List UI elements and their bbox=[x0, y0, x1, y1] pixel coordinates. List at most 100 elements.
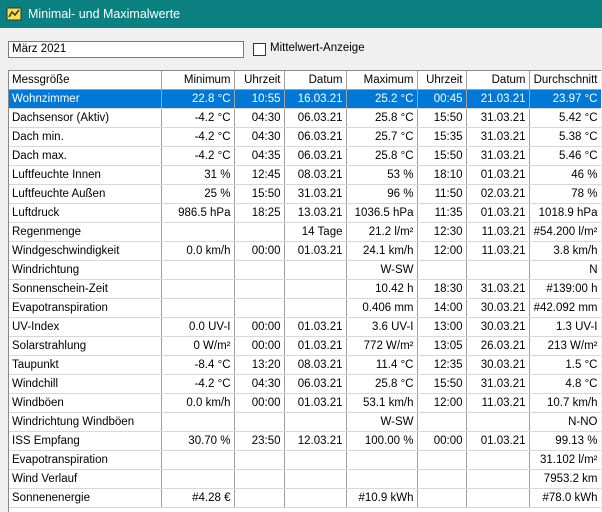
table-row[interactable]: ISS Empfang 30.70 % 23:50 12.03.21 100.00 % 0… bbox=[9, 431, 601, 451]
empty-cell bbox=[284, 298, 347, 318]
table-row[interactable]: Solarstrahlung 0 W/m² 00:00 01.03.21 772 W/m… bbox=[9, 336, 601, 356]
cell: 25 % bbox=[161, 184, 235, 204]
row-label: Luftfeuchte Innen bbox=[9, 165, 162, 185]
column-header[interactable]: Maximum bbox=[346, 71, 418, 90]
cell: #78.0 kWh bbox=[529, 488, 601, 508]
cell: 53.1 km/h bbox=[346, 393, 418, 413]
table-row[interactable]: Dach min. -4.2 °C 04:30 06.03.21 25.7 °C 15:3… bbox=[9, 127, 601, 147]
column-header[interactable]: Uhrzeit bbox=[417, 71, 467, 90]
column-header[interactable]: Uhrzeit bbox=[234, 71, 285, 90]
column-header[interactable]: Messgröße bbox=[9, 71, 162, 90]
column-header[interactable]: Minimum bbox=[161, 71, 235, 90]
cell: 0 W/m² bbox=[161, 336, 235, 356]
cell: 21.03.21 bbox=[466, 89, 530, 109]
cell: 25.8 °C bbox=[346, 146, 418, 166]
empty-cell bbox=[346, 469, 418, 489]
empty-cell bbox=[466, 260, 530, 280]
cell: 26.03.21 bbox=[466, 336, 530, 356]
table-row[interactable]: Windgeschwindigkeit 0.0 km/h 00:00 01.03.21… bbox=[9, 241, 601, 261]
table-row[interactable]: Regenmenge 14 Tage 21.2 l/m² 12:30 11.03.21 #… bbox=[9, 222, 601, 242]
table-row[interactable]: Windchill -4.2 °C 04:30 06.03.21 25.8 °C 15:5… bbox=[9, 374, 601, 394]
column-header[interactable]: Datum bbox=[284, 71, 347, 90]
table-row[interactable]: UV-Index 0.0 UV-I 00:00 01.03.21 3.6 UV-I 13:… bbox=[9, 317, 601, 337]
table-row[interactable]: Windrichtung Windböen W-SW N-NO bbox=[9, 412, 601, 432]
empty-cell bbox=[234, 412, 285, 432]
checkbox-label: Mittelwert-Anzeige bbox=[270, 42, 365, 54]
cell: 23.97 °C bbox=[529, 89, 601, 109]
cell: 30.70 % bbox=[161, 431, 235, 451]
table-row[interactable]: Luftfeuchte Außen 25 % 15:50 31.03.21 96 % 11… bbox=[9, 184, 601, 204]
cell: 15:50 bbox=[417, 108, 467, 128]
cell: 01.03.21 bbox=[466, 203, 530, 223]
cell: 96 % bbox=[346, 184, 418, 204]
cell: 24.1 km/h bbox=[346, 241, 418, 261]
cell: 16.03.21 bbox=[284, 89, 347, 109]
cell: 53 % bbox=[346, 165, 418, 185]
empty-cell bbox=[234, 279, 285, 299]
table-row[interactable]: Windböen 0.0 km/h 00:00 01.03.21 53.1 km/h 12… bbox=[9, 393, 601, 413]
cell: 31.03.21 bbox=[466, 146, 530, 166]
table-row[interactable]: Luftfeuchte Innen 31 % 12:45 08.03.21 53 % 18… bbox=[9, 165, 601, 185]
checkbox-box[interactable] bbox=[253, 43, 266, 56]
cell: N-NO bbox=[529, 412, 601, 432]
table-row[interactable]: Evapotranspiration 31.102 l/m² bbox=[9, 450, 601, 470]
cell: 23:50 bbox=[234, 431, 285, 451]
month-input[interactable]: März 2021 bbox=[8, 41, 244, 58]
column-header[interactable]: Datum bbox=[466, 71, 530, 90]
cell: 31.03.21 bbox=[284, 184, 347, 204]
table-row[interactable]: Wind Verlauf 7953.2 km bbox=[9, 469, 601, 489]
empty-cell bbox=[466, 488, 530, 508]
cell: 06.03.21 bbox=[284, 146, 347, 166]
table-row[interactable]: Sonnenenergie #4.28 € #10.9 kWh #78.0 kWh bbox=[9, 488, 601, 508]
row-label: Sonnenenergie bbox=[9, 488, 162, 508]
cell: 0.406 mm bbox=[346, 298, 418, 318]
row-label: Windrichtung Windböen bbox=[9, 412, 162, 432]
cell: #139:00 h bbox=[529, 279, 601, 299]
table-row[interactable]: Wohnzimmer 22.8 °C 10:55 16.03.21 25.2 °C 00:… bbox=[9, 89, 601, 109]
table-row[interactable]: Dach max. -4.2 °C 04:35 06.03.21 25.8 °C 15:5… bbox=[9, 146, 601, 166]
cell: 30.03.21 bbox=[466, 298, 530, 318]
cell: 25.2 °C bbox=[346, 89, 418, 109]
cell: -4.2 °C bbox=[161, 108, 235, 128]
row-label: Taupunkt bbox=[9, 355, 162, 375]
cell: 15:35 bbox=[417, 127, 467, 147]
cell: 04:35 bbox=[234, 146, 285, 166]
table-row[interactable]: Dachsensor (Aktiv) -4.2 °C 04:30 06.03.21 25… bbox=[9, 108, 601, 128]
cell: N bbox=[529, 260, 601, 280]
cell: 01.03.21 bbox=[284, 393, 347, 413]
cell: 15:50 bbox=[417, 374, 467, 394]
column-header[interactable]: Durchschnitt bbox=[529, 71, 601, 90]
cell: 5.46 °C bbox=[529, 146, 601, 166]
table-row[interactable]: Luftdruck 986.5 hPa 18:25 13.03.21 1036.5 hP… bbox=[9, 203, 601, 223]
row-label: Sonnenschein-Zeit bbox=[9, 279, 162, 299]
row-label: Luftdruck bbox=[9, 203, 162, 223]
table-row[interactable]: Taupunkt -8.4 °C 13:20 08.03.21 11.4 °C 12:35… bbox=[9, 355, 601, 375]
cell: 12:45 bbox=[234, 165, 285, 185]
cell: 12.03.21 bbox=[284, 431, 347, 451]
cell: -4.2 °C bbox=[161, 127, 235, 147]
empty-cell bbox=[234, 469, 285, 489]
cell: 1036.5 hPa bbox=[346, 203, 418, 223]
cell: 08.03.21 bbox=[284, 355, 347, 375]
cell: 06.03.21 bbox=[284, 374, 347, 394]
table-row[interactable]: Windrichtung W-SW N bbox=[9, 260, 601, 280]
cell: 11.03.21 bbox=[466, 393, 530, 413]
table-row[interactable]: Evapotranspiration 0.406 mm 14:00 30.03.21 #… bbox=[9, 298, 601, 318]
cell: 4.8 °C bbox=[529, 374, 601, 394]
empty-cell bbox=[466, 412, 530, 432]
table-row[interactable]: Sonnenschein-Zeit 10.42 h 18:30 31.03.21 #13… bbox=[9, 279, 601, 299]
cell: 100.00 % bbox=[346, 431, 418, 451]
cell: 1018.9 hPa bbox=[529, 203, 601, 223]
empty-cell bbox=[234, 260, 285, 280]
cell: 00:00 bbox=[234, 393, 285, 413]
empty-cell bbox=[161, 412, 235, 432]
cell: 12:00 bbox=[417, 393, 467, 413]
cell: 04:30 bbox=[234, 374, 285, 394]
cell: 15:50 bbox=[417, 146, 467, 166]
cell: 25.8 °C bbox=[346, 108, 418, 128]
header-row: Messgröße Minimum Uhrzeit Datum Maximum Uhrze… bbox=[9, 71, 601, 90]
cell: 5.38 °C bbox=[529, 127, 601, 147]
cell: -8.4 °C bbox=[161, 355, 235, 375]
empty-cell bbox=[284, 260, 347, 280]
cell: 30.03.21 bbox=[466, 317, 530, 337]
